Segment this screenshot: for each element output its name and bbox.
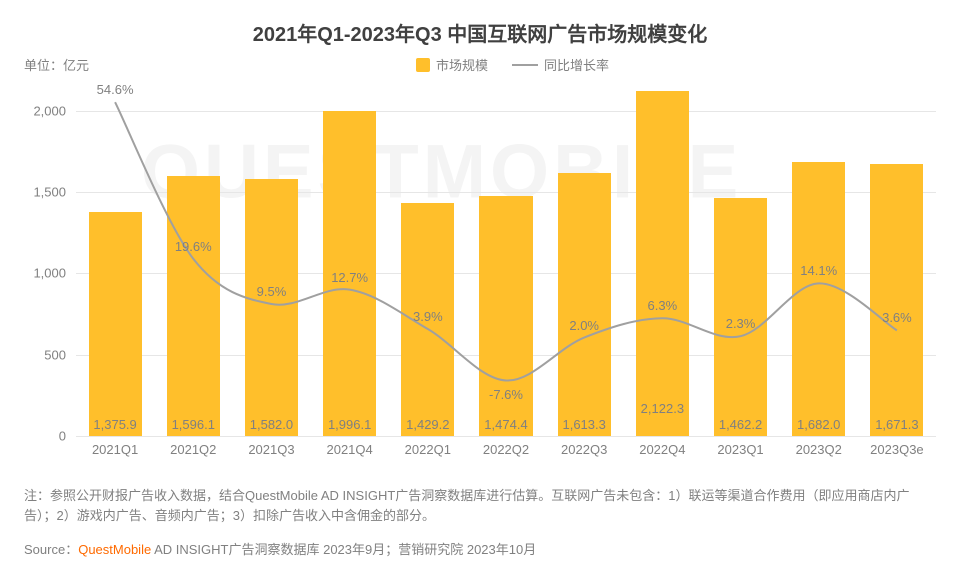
growth-label: 3.9% [413,309,443,324]
x-tick-label: 2022Q2 [483,442,529,457]
legend-line-label: 同比增长率 [544,55,609,74]
x-tick-label: 2021Q4 [326,442,372,457]
growth-label: 6.3% [648,298,678,313]
source: Source：QuestMobile AD INSIGHT广告洞察数据库 202… [24,539,936,558]
x-tick-label: 2022Q1 [405,442,451,457]
growth-label: 54.6% [97,82,134,97]
x-tick-label: 2023Q3e [870,442,924,457]
source-brand: QuestMobile [78,542,151,557]
x-tick-label: 2021Q2 [170,442,216,457]
growth-label: 2.3% [726,316,756,331]
y-tick-label: 1,500 [24,184,72,199]
source-rest: AD INSIGHT广告洞察数据库 2023年9月；营销研究院 2023年10月 [151,542,536,557]
y-tick-label: 2,000 [24,103,72,118]
legend-bar: 市场规模 [416,55,488,74]
unit-label: 单位：亿元 [24,55,89,74]
growth-label: -7.6% [489,387,523,402]
legend-line-swatch [512,64,538,66]
x-tick-label: 2023Q2 [796,442,842,457]
growth-label: 2.0% [569,318,599,333]
y-tick-label: 0 [24,429,72,444]
y-tick-label: 500 [24,347,72,362]
x-tick-label: 2023Q1 [717,442,763,457]
x-tick-label: 2022Q4 [639,442,685,457]
growth-label: 12.7% [331,270,368,285]
legend: 市场规模 同比增长率 [89,55,936,74]
legend-line: 同比增长率 [512,55,609,74]
x-tick-label: 2021Q3 [248,442,294,457]
y-tick-label: 1,000 [24,266,72,281]
growth-label: 3.6% [882,310,912,325]
chart-title: 2021年Q1-2023年Q3 中国互联网广告市场规模变化 [24,18,936,47]
footnote: 注：参照公开财报广告收入数据，结合QuestMobile AD INSIGHT广… [24,486,936,525]
growth-label: 14.1% [800,263,837,278]
x-tick-label: 2021Q1 [92,442,138,457]
source-prefix: Source： [24,542,78,557]
growth-line [115,102,897,380]
x-tick-label: 2022Q3 [561,442,607,457]
chart: 05001,0001,5002,000 1,375.91,596.11,582.… [24,78,936,478]
growth-label: 9.5% [257,284,287,299]
legend-bar-label: 市场规模 [436,55,488,74]
growth-label: 19.6% [175,239,212,254]
legend-bar-swatch [416,58,430,72]
